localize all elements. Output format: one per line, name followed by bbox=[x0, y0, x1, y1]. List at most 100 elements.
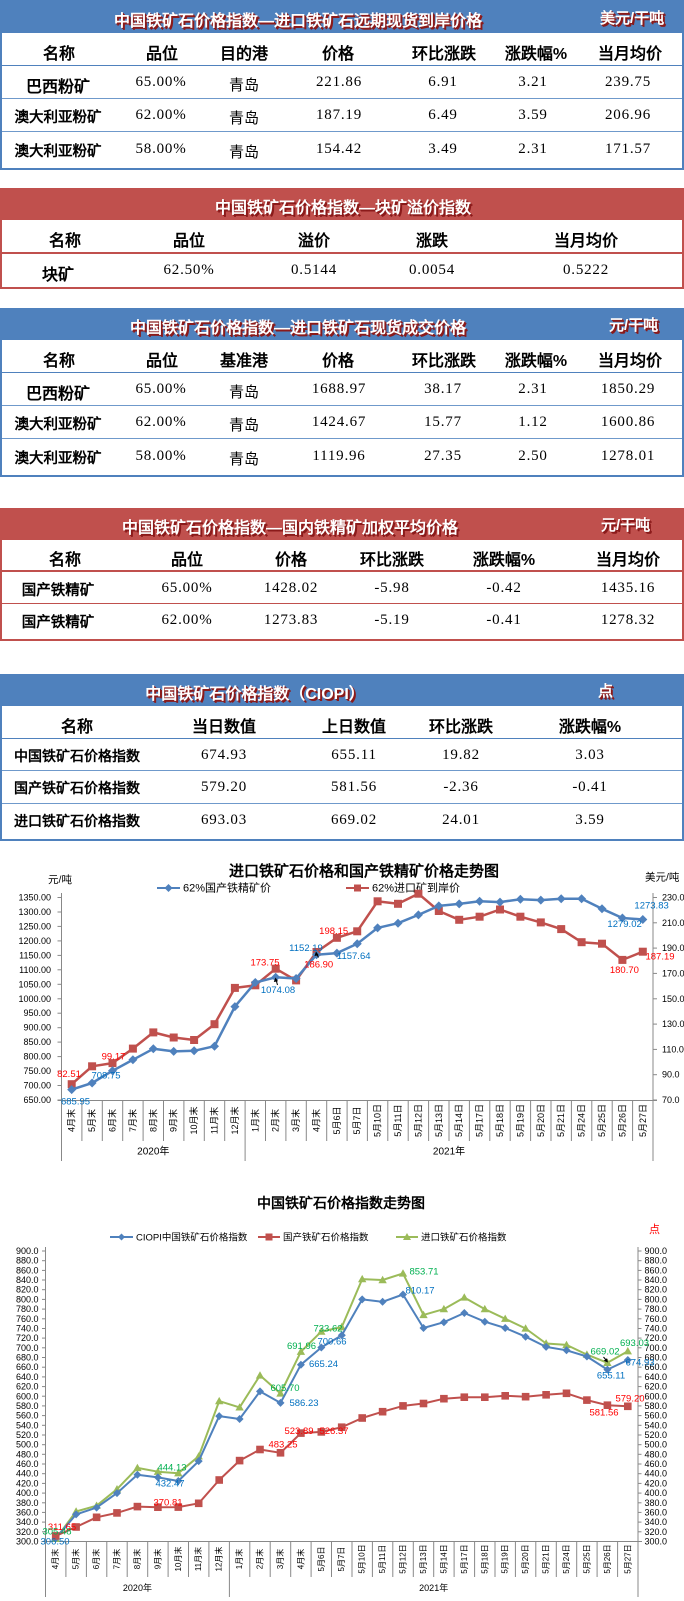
svg-text:420.0: 420.0 bbox=[645, 1478, 668, 1488]
svg-text:800.0: 800.0 bbox=[645, 1294, 668, 1304]
svg-text:4月末: 4月末 bbox=[50, 1549, 60, 1569]
svg-text:7月末: 7月末 bbox=[127, 1109, 138, 1132]
svg-text:605.70: 605.70 bbox=[270, 1383, 299, 1394]
svg-text:655.11: 655.11 bbox=[597, 1371, 625, 1382]
svg-text:5月27日: 5月27日 bbox=[638, 1104, 648, 1137]
svg-text:5月7日: 5月7日 bbox=[337, 1547, 346, 1572]
svg-text:579.20: 579.20 bbox=[615, 1393, 644, 1404]
svg-text:1000.00: 1000.00 bbox=[18, 994, 51, 1004]
svg-text:444.13: 444.13 bbox=[157, 1462, 186, 1473]
svg-text:480.0: 480.0 bbox=[645, 1449, 668, 1459]
svg-text:2021年: 2021年 bbox=[433, 1145, 465, 1158]
svg-text:5月11日: 5月11日 bbox=[378, 1545, 387, 1574]
svg-text:2020年: 2020年 bbox=[123, 1582, 152, 1593]
svg-text:1250.00: 1250.00 bbox=[18, 921, 51, 931]
svg-text:740.0: 740.0 bbox=[16, 1323, 39, 1333]
svg-text:5月24日: 5月24日 bbox=[562, 1544, 571, 1573]
svg-text:693.03: 693.03 bbox=[620, 1338, 649, 1349]
svg-text:1074.08: 1074.08 bbox=[261, 985, 295, 996]
svg-text:180.70: 180.70 bbox=[610, 965, 639, 976]
svg-text:7月末: 7月末 bbox=[112, 1549, 122, 1569]
svg-text:520.0: 520.0 bbox=[645, 1430, 668, 1440]
svg-text:5月27日: 5月27日 bbox=[623, 1544, 632, 1573]
svg-text:400.0: 400.0 bbox=[645, 1488, 668, 1498]
svg-text:4月末: 4月末 bbox=[311, 1109, 322, 1132]
svg-text:800.0: 800.0 bbox=[16, 1294, 39, 1304]
svg-text:620.0: 620.0 bbox=[16, 1382, 39, 1392]
svg-text:元/吨: 元/吨 bbox=[48, 873, 72, 886]
svg-text:526.37: 526.37 bbox=[319, 1426, 348, 1437]
svg-text:680.0: 680.0 bbox=[645, 1353, 668, 1363]
svg-text:1152.19: 1152.19 bbox=[289, 943, 323, 954]
svg-text:11月末: 11月末 bbox=[209, 1107, 220, 1134]
svg-text:5月26日: 5月26日 bbox=[617, 1104, 627, 1137]
svg-text:2月末: 2月末 bbox=[270, 1109, 281, 1132]
svg-text:进口铁矿石价格指数: 进口铁矿石价格指数 bbox=[421, 1232, 507, 1244]
svg-text:660.0: 660.0 bbox=[16, 1362, 39, 1372]
svg-text:5月25日: 5月25日 bbox=[597, 1104, 607, 1137]
svg-text:170.0: 170.0 bbox=[662, 968, 684, 978]
svg-text:950.00: 950.00 bbox=[23, 1008, 51, 1018]
svg-text:669.02: 669.02 bbox=[590, 1347, 619, 1358]
svg-text:230.0: 230.0 bbox=[662, 893, 684, 903]
svg-text:820.0: 820.0 bbox=[16, 1285, 39, 1295]
svg-text:5月7日: 5月7日 bbox=[352, 1106, 362, 1134]
svg-text:780.0: 780.0 bbox=[645, 1304, 668, 1314]
svg-text:520.0: 520.0 bbox=[16, 1430, 39, 1440]
svg-text:850.00: 850.00 bbox=[23, 1037, 51, 1047]
svg-text:5月6日: 5月6日 bbox=[332, 1106, 342, 1134]
svg-text:720.0: 720.0 bbox=[16, 1333, 39, 1343]
svg-text:650.00: 650.00 bbox=[23, 1095, 51, 1105]
svg-text:380.0: 380.0 bbox=[645, 1498, 668, 1508]
svg-text:480.0: 480.0 bbox=[16, 1449, 39, 1459]
svg-text:12月末: 12月末 bbox=[214, 1547, 224, 1572]
svg-text:620.0: 620.0 bbox=[645, 1382, 668, 1392]
svg-text:900.0: 900.0 bbox=[645, 1246, 668, 1256]
svg-text:432.47: 432.47 bbox=[155, 1479, 184, 1490]
svg-text:1200.00: 1200.00 bbox=[18, 936, 51, 946]
svg-text:5月13日: 5月13日 bbox=[434, 1104, 444, 1137]
svg-text:306.50: 306.50 bbox=[40, 1536, 69, 1547]
svg-text:5月26日: 5月26日 bbox=[603, 1544, 612, 1573]
svg-text:8月末: 8月末 bbox=[132, 1549, 142, 1569]
svg-text:110.0: 110.0 bbox=[662, 1044, 684, 1054]
svg-text:580.0: 580.0 bbox=[645, 1401, 668, 1411]
svg-text:6月末: 6月末 bbox=[91, 1549, 101, 1569]
svg-text:750.00: 750.00 bbox=[23, 1066, 51, 1076]
svg-text:10月末: 10月末 bbox=[188, 1106, 199, 1134]
svg-text:5月末: 5月末 bbox=[71, 1549, 81, 1569]
svg-text:810.17: 810.17 bbox=[405, 1286, 434, 1297]
svg-text:660.0: 660.0 bbox=[645, 1362, 668, 1372]
svg-text:420.0: 420.0 bbox=[16, 1478, 39, 1488]
svg-text:440.0: 440.0 bbox=[645, 1469, 668, 1479]
svg-text:2020年: 2020年 bbox=[137, 1145, 169, 1158]
svg-text:186.90: 186.90 bbox=[304, 960, 333, 971]
svg-text:440.0: 440.0 bbox=[16, 1469, 39, 1479]
svg-text:380.0: 380.0 bbox=[16, 1498, 39, 1508]
svg-text:173.75: 173.75 bbox=[250, 958, 279, 969]
svg-text:640.0: 640.0 bbox=[645, 1372, 668, 1382]
svg-text:5月17日: 5月17日 bbox=[460, 1544, 469, 1573]
svg-text:740.0: 740.0 bbox=[645, 1323, 668, 1333]
svg-text:460.0: 460.0 bbox=[16, 1459, 39, 1469]
svg-text:5月18日: 5月18日 bbox=[480, 1544, 489, 1573]
svg-text:1273.83: 1273.83 bbox=[634, 900, 668, 911]
svg-text:580.0: 580.0 bbox=[16, 1401, 39, 1411]
svg-text:860.0: 860.0 bbox=[645, 1265, 668, 1275]
svg-text:4月末: 4月末 bbox=[66, 1109, 77, 1132]
svg-text:460.0: 460.0 bbox=[645, 1459, 668, 1469]
svg-text:500.0: 500.0 bbox=[645, 1440, 668, 1450]
svg-text:99.17: 99.17 bbox=[102, 1051, 126, 1062]
svg-text:210.0: 210.0 bbox=[662, 918, 684, 928]
svg-text:320.0: 320.0 bbox=[645, 1527, 668, 1537]
svg-text:5月24日: 5月24日 bbox=[577, 1104, 587, 1137]
svg-text:5月17日: 5月17日 bbox=[475, 1104, 485, 1137]
svg-text:700.66: 700.66 bbox=[317, 1336, 346, 1347]
svg-text:880.0: 880.0 bbox=[16, 1256, 39, 1266]
svg-text:674.93: 674.93 bbox=[625, 1358, 654, 1369]
svg-text:708.75: 708.75 bbox=[91, 1071, 120, 1082]
svg-text:5月20日: 5月20日 bbox=[536, 1104, 546, 1137]
svg-text:5月14日: 5月14日 bbox=[439, 1544, 448, 1573]
svg-text:685.95: 685.95 bbox=[61, 1097, 90, 1108]
svg-text:82.51: 82.51 bbox=[57, 1069, 81, 1080]
